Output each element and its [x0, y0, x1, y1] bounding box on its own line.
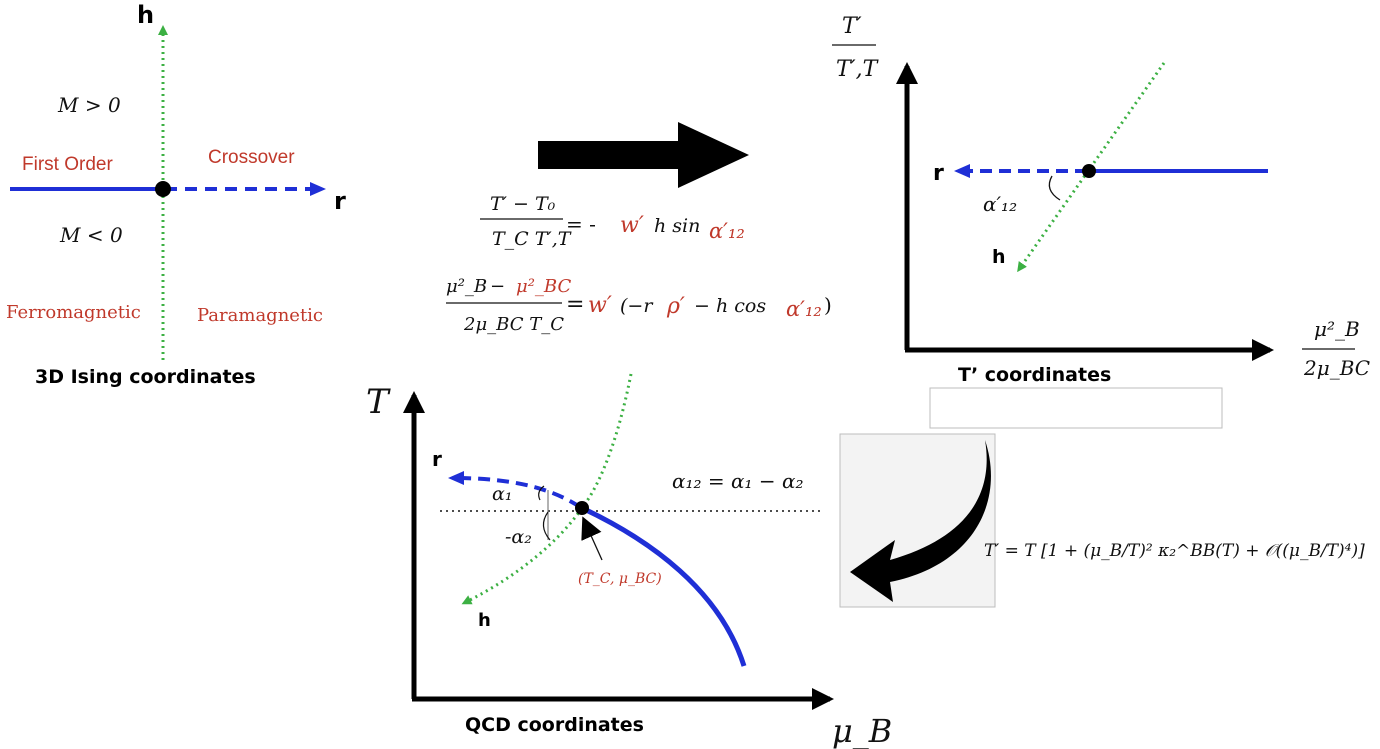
tprime-y-num: T′: [842, 14, 862, 39]
curved-arrow-image: [839, 433, 996, 608]
qcd-y-axis-label: T: [366, 382, 391, 422]
eq2-num-a: μ²_B: [446, 276, 487, 297]
tprime-panel: T′ T′,T μ²_B 2μ_BC r h α′₁₂ T’ coordinat…: [832, 14, 1370, 386]
eq2-num-minus: −: [490, 276, 505, 297]
eq2-alpha: α′₁₂: [786, 297, 822, 321]
eq1-rhs-prefix: = -: [566, 212, 596, 236]
qcd-caption: QCD coordinates: [465, 714, 644, 736]
tprime-alpha-label: α′₁₂: [983, 192, 1017, 216]
ising-r-label: r: [334, 187, 346, 215]
eq1-alpha: α′₁₂: [709, 219, 745, 243]
tprime-angle-arc: [1048, 175, 1061, 201]
transform-arrow: [538, 122, 749, 188]
ising-m-pos: M > 0: [57, 93, 121, 117]
qcd-alpha-relation: α₁₂ = α₁ − α₂: [672, 469, 804, 493]
qcd-panel: T μ_B r h α₁ -α₂ α₁₂ = α₁ − α₂ (T_C, μ_B…: [366, 373, 892, 749]
eq2-num-b: μ²_BC: [516, 276, 571, 297]
eq2-denominator: 2μ_BC T_C: [463, 314, 564, 335]
equations: T′ − T₀ T_C T′,T = - w′ h sin α′₁₂ μ²_B …: [446, 193, 832, 335]
eq2-rhs-a: (−r: [620, 295, 654, 317]
eq2-w: w′: [588, 293, 612, 318]
ising-ferromagnetic-label: Ferromagnetic: [6, 302, 141, 323]
eq1-numerator: T′ − T₀: [490, 193, 556, 215]
tprime-caption: T’ coordinates: [958, 364, 1111, 386]
tprime-x-num: μ²_B: [1314, 317, 1360, 341]
eq1-rhs-mid: h sin: [654, 215, 700, 237]
ising-critical-point: [155, 181, 171, 197]
tprime-critical-point: [1082, 164, 1096, 178]
eq2-rho: ρ′: [666, 294, 685, 319]
qcd-critical-point-label: (T_C, μ_BC): [578, 571, 662, 587]
ising-crossover-label: Crossover: [208, 147, 295, 168]
tprime-y-den: T′,T: [836, 57, 880, 82]
eq2-rhs-b: − h cos: [694, 295, 766, 317]
formula-text: T′ = T [1 + (μ_B/T)² κ₂^BB(T) + 𝒪((μ_B/T…: [984, 541, 1365, 561]
ising-first-order-label: First Order: [22, 154, 113, 175]
qcd-alpha2-arc: [542, 511, 551, 541]
ising-panel: h r M > 0 M < 0 First Order Crossover Fe…: [6, 1, 346, 388]
qcd-alpha2-label: -α₂: [505, 526, 532, 548]
blank-box: [929, 387, 1223, 429]
tprime-x-den: 2μ_BC: [1303, 356, 1370, 380]
qcd-alpha1-label: α₁: [492, 483, 512, 505]
ising-m-neg: M < 0: [59, 223, 123, 247]
qcd-h-label: h: [478, 610, 491, 631]
qcd-first-order-curve: [580, 505, 747, 667]
tprime-h-label: h: [992, 246, 1006, 268]
qcd-h-curve: [461, 373, 633, 605]
eq1-w: w′: [620, 213, 644, 238]
eq2-close: ): [824, 293, 832, 317]
qcd-x-axis-label: μ_B: [832, 712, 892, 749]
ising-caption: 3D Ising coordinates: [35, 366, 256, 388]
qcd-cp-pointer: [581, 516, 603, 561]
eq2-equals: =: [566, 292, 584, 317]
tprime-r-label: r: [933, 161, 944, 186]
ising-paramagnetic-label: Paramagnetic: [197, 305, 323, 326]
qcd-alpha1-arc: [538, 485, 545, 501]
ising-h-label: h: [137, 1, 154, 29]
tprime-formula: T′ = T [1 + (μ_B/T)² κ₂^BB(T) + 𝒪((μ_B/T…: [984, 541, 1365, 561]
curved-arrow-shape: [850, 440, 991, 602]
eq1-denominator: T_C T′,T: [492, 228, 572, 250]
qcd-r-curve: [448, 471, 582, 509]
qcd-r-label: r: [432, 447, 442, 471]
qcd-critical-point: [575, 501, 589, 515]
